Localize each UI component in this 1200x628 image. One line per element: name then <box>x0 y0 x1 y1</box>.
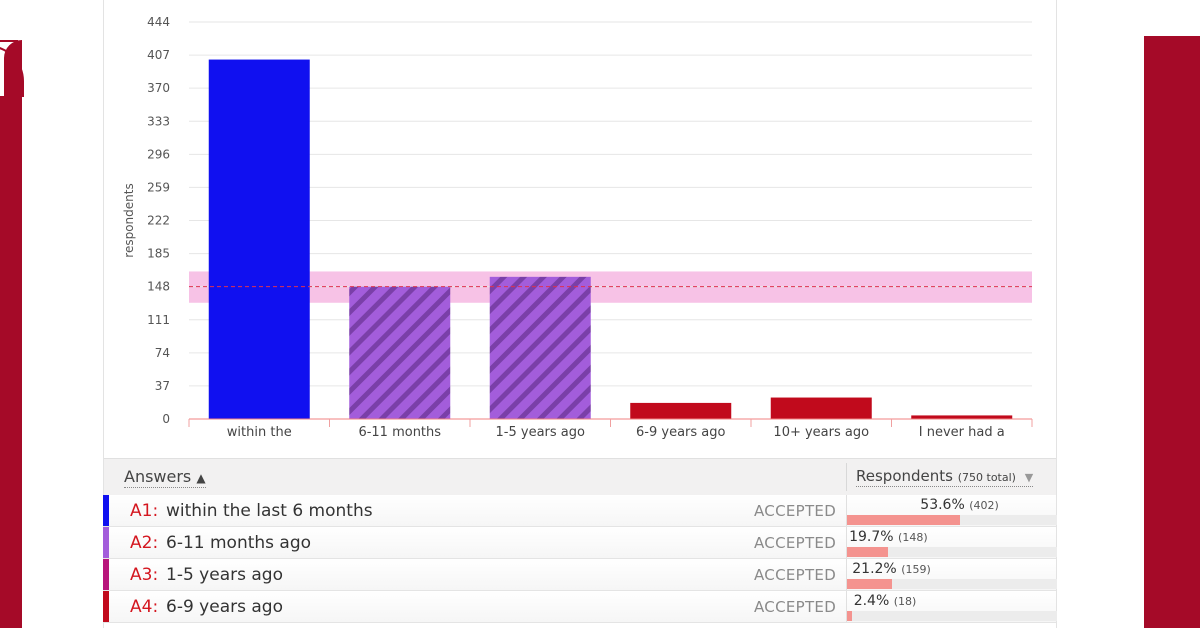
percent-value: 19.7% <box>849 529 894 545</box>
respondents-cell: 2.4% (18) <box>846 591 1057 622</box>
y-tick-label: 333 <box>147 114 170 128</box>
decorative-panel-left-top <box>4 40 22 100</box>
count-value: (402) <box>969 499 999 512</box>
progress-fill <box>847 547 889 557</box>
decorative-panel-right <box>1144 36 1200 628</box>
answer-text: within the last 6 months <box>166 501 373 521</box>
respondents-column-header[interactable]: Respondents (750 total) ▼ <box>856 467 1034 487</box>
y-tick-label: 370 <box>147 81 170 95</box>
table-row[interactable]: A4: 6-9 years ago ACCEPTED 2.4% (18) <box>103 591 1057 623</box>
status-label: ACCEPTED <box>754 566 837 584</box>
percent-label: 19.7% (148) <box>849 529 928 545</box>
y-tick-label: 444 <box>147 15 170 29</box>
answers-column-header[interactable]: Answers ▲ <box>124 467 206 488</box>
answer-text: 6-11 months ago <box>166 533 312 553</box>
row-color-swatch <box>103 495 109 526</box>
answers-table-body: A1: within the last 6 months ACCEPTED 53… <box>103 495 1057 623</box>
bar <box>489 276 591 419</box>
answer-code: A4: <box>130 597 159 617</box>
y-tick-label: 0 <box>162 412 170 426</box>
percent-label: 2.4% (18) <box>854 593 917 609</box>
respondents-header-label: Respondents <box>856 467 953 485</box>
row-color-swatch <box>103 591 109 622</box>
sort-ascending-icon: ▲ <box>196 471 206 485</box>
bar-chart-svg: 0 37 74 111 148 185 222 259 296 333 370 407 444 respo… <box>122 15 1033 440</box>
percent-value: 2.4% <box>853 593 890 609</box>
x-tick-label: 10+ years ago <box>773 425 869 440</box>
answer-text: 6-9 years ago <box>166 597 283 617</box>
row-color-swatch <box>103 527 109 558</box>
table-row[interactable]: A2: 6-11 months ago ACCEPTED 19.7% (148) <box>103 527 1057 559</box>
y-tick-label: 74 <box>155 346 170 360</box>
y-tick-label: 37 <box>155 379 170 393</box>
status-label: ACCEPTED <box>754 502 837 520</box>
bar <box>770 397 872 419</box>
y-tick-label: 296 <box>147 147 170 161</box>
respondents-cell: 19.7% (148) <box>846 527 1057 558</box>
count-value: (148) <box>898 531 928 544</box>
answer-code: A1: <box>130 501 159 521</box>
progress-track <box>847 547 1057 557</box>
y-tick-label: 222 <box>147 214 170 228</box>
status-label: ACCEPTED <box>754 534 837 552</box>
x-tick-label: within the <box>227 425 292 440</box>
x-tick-label: 1-5 years ago <box>496 425 585 440</box>
x-tick-label: 6-9 years ago <box>636 425 725 440</box>
bar <box>911 415 1013 419</box>
percent-value: 21.2% <box>852 561 897 577</box>
table-header: Answers ▲ Respondents (750 total) ▼ <box>104 458 1056 496</box>
count-value: (18) <box>893 595 917 608</box>
bar <box>630 402 732 419</box>
y-tick-label: 148 <box>147 280 170 294</box>
bar <box>349 286 451 419</box>
answer-code: A2: <box>130 533 159 553</box>
y-tick-label: 185 <box>147 247 170 261</box>
answer-text: 1-5 years ago <box>166 565 283 585</box>
progress-fill <box>847 611 853 621</box>
survey-results-card: 0 37 74 111 148 185 222 259 296 333 370 407 444 respo… <box>103 0 1057 628</box>
table-row[interactable]: A1: within the last 6 months ACCEPTED 53… <box>103 495 1057 527</box>
decorative-line <box>0 40 18 42</box>
percent-label: 21.2% (159) <box>852 561 931 577</box>
percent-value: 53.6% <box>920 497 965 513</box>
x-tick-label: 6-11 months <box>358 425 441 440</box>
progress-track <box>847 579 1057 589</box>
row-color-swatch <box>103 559 109 590</box>
answers-header-label: Answers <box>124 467 192 486</box>
status-label: ACCEPTED <box>754 598 837 616</box>
progress-track <box>847 515 1057 525</box>
count-value: (159) <box>901 563 931 576</box>
respondents-cell: 21.2% (159) <box>846 559 1057 590</box>
dropdown-arrow-icon[interactable]: ▼ <box>1024 471 1034 484</box>
progress-fill <box>847 579 892 589</box>
column-divider <box>846 463 847 491</box>
table-row[interactable]: A3: 1-5 years ago ACCEPTED 21.2% (159) <box>103 559 1057 591</box>
progress-track <box>847 611 1057 621</box>
progress-fill <box>847 515 960 525</box>
bar <box>208 59 310 420</box>
decorative-panel-left <box>0 96 22 628</box>
x-tick-label: I never had a <box>919 425 1005 440</box>
bar-chart: 0 37 74 111 148 185 222 259 296 333 370 407 444 respo… <box>104 0 1056 456</box>
y-tick-label: 111 <box>147 313 170 327</box>
respondents-cell: 53.6% (402) <box>846 495 1057 526</box>
y-axis-label: respondents <box>122 183 136 257</box>
respondents-total: (750 total) <box>957 471 1016 484</box>
y-tick-label: 259 <box>147 180 170 194</box>
answer-code: A3: <box>130 565 159 585</box>
percent-label: 53.6% (402) <box>920 497 999 513</box>
y-tick-label: 407 <box>147 48 170 62</box>
